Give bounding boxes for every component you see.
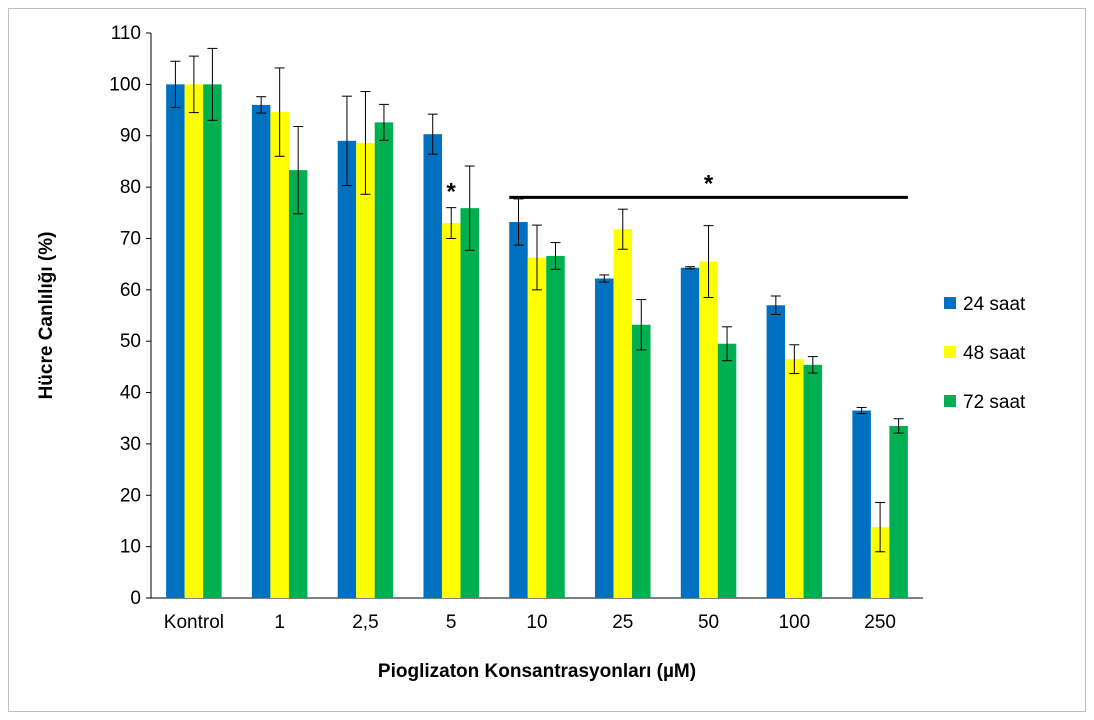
y-tick-label: 70	[120, 228, 141, 249]
legend-label: 24 saat	[963, 294, 1026, 315]
legend-label: 72 saat	[963, 392, 1026, 413]
bar	[717, 343, 737, 598]
y-tick-label: 30	[120, 434, 141, 455]
bar	[203, 84, 222, 598]
bar	[803, 364, 823, 598]
x-tick-label: Kontrol	[164, 612, 224, 633]
bar	[785, 359, 804, 598]
bar	[680, 267, 700, 598]
axes: 0 10 20 30 40 50 60 70 80 90 100 110 Kontrol 1 2,5 5 10 2…	[109, 23, 923, 633]
y-tick-label: 90	[120, 126, 141, 147]
x-tick-label: 5	[446, 612, 457, 633]
bar	[613, 229, 633, 598]
x-tick-label: 25	[612, 612, 633, 633]
y-tick-label: 40	[120, 383, 141, 404]
bar	[184, 84, 204, 598]
bar	[356, 142, 375, 598]
bar	[423, 134, 442, 598]
x-tick-label: 10	[526, 612, 547, 633]
bar	[460, 208, 479, 598]
legend: 24 saat 48 saat 72 saat	[944, 294, 1026, 413]
y-tick-label: 0	[130, 588, 141, 609]
y-tick-label: 20	[120, 485, 141, 506]
y-tick-label: 80	[120, 177, 141, 198]
error-bars	[170, 47, 904, 553]
bar	[632, 324, 651, 598]
bar	[595, 278, 614, 598]
y-tick-label: 110	[111, 23, 141, 44]
bar	[374, 122, 394, 598]
bar	[251, 104, 271, 598]
significance-mark: *	[447, 179, 457, 206]
bar	[288, 170, 308, 598]
bar	[546, 255, 565, 598]
bar	[766, 305, 786, 598]
y-axis-title: Hücre Canlılığı (%)	[36, 232, 57, 400]
significance-mark: *	[704, 170, 714, 197]
x-tick-label: 50	[698, 612, 719, 633]
bar	[441, 223, 461, 598]
bar	[166, 84, 185, 598]
x-axis-title: Pioglizaton Konsantrasyonları (µM)	[378, 661, 696, 682]
x-tick-label: 1	[274, 612, 285, 633]
bar	[889, 425, 908, 598]
legend-swatch	[944, 395, 956, 407]
y-tick-label: 100	[109, 74, 141, 95]
x-tick-label: 2,5	[352, 612, 378, 633]
legend-label: 48 saat	[963, 343, 1026, 364]
x-tick-label: 250	[864, 612, 896, 633]
bar	[527, 257, 547, 598]
legend-swatch	[944, 297, 956, 309]
annotations: * *	[447, 170, 908, 206]
bar	[337, 140, 357, 598]
bar	[509, 222, 528, 598]
y-tick-label: 10	[120, 537, 141, 558]
bar-chart: 0 10 20 30 40 50 60 70 80 90 100 110 Kontrol 1 2,5 5 10 2…	[36, 23, 1026, 682]
bar	[270, 112, 289, 598]
y-tick-label: 50	[120, 331, 141, 352]
y-tick-label: 60	[120, 280, 141, 301]
bar	[870, 527, 890, 598]
legend-swatch	[944, 346, 956, 358]
bar	[699, 261, 718, 598]
chart-area: 0 10 20 30 40 50 60 70 80 90 100 110 Kontrol 1 2,5 5 10 2…	[8, 8, 1086, 712]
bars	[166, 84, 908, 598]
bar	[852, 410, 871, 598]
x-tick-label: 100	[778, 612, 810, 633]
